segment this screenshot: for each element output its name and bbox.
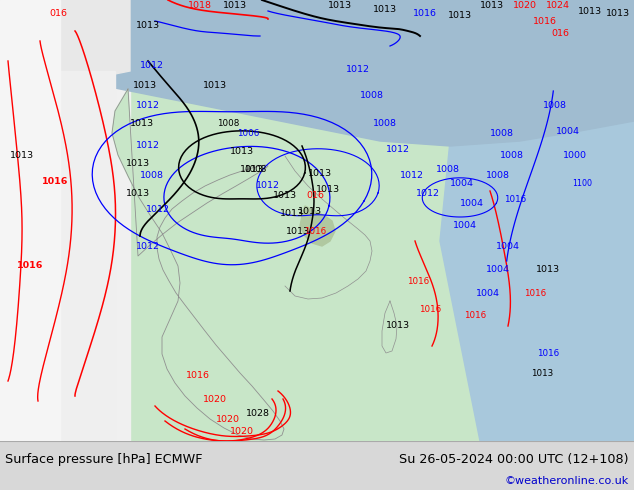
Text: 1013: 1013 xyxy=(448,11,472,21)
Text: 1006: 1006 xyxy=(237,128,259,138)
Text: 1016: 1016 xyxy=(537,348,559,358)
Text: 1016: 1016 xyxy=(504,195,526,203)
Polygon shape xyxy=(285,156,372,299)
Text: 1004: 1004 xyxy=(476,289,500,297)
Text: 1020: 1020 xyxy=(230,426,254,436)
Text: 1013: 1013 xyxy=(286,226,310,236)
Polygon shape xyxy=(112,89,284,440)
Bar xyxy=(0,0,60,441)
Text: 1013: 1013 xyxy=(316,185,340,194)
Text: 1013: 1013 xyxy=(126,158,150,168)
Text: 016: 016 xyxy=(306,192,324,200)
Text: 1013: 1013 xyxy=(280,209,304,218)
Text: 1013: 1013 xyxy=(531,368,553,377)
Text: 1016: 1016 xyxy=(413,8,437,18)
Text: 1016: 1016 xyxy=(419,304,441,314)
Text: 1013: 1013 xyxy=(308,169,332,177)
Text: 1008: 1008 xyxy=(543,101,567,111)
Text: 1013: 1013 xyxy=(203,81,227,91)
Bar xyxy=(0,71,115,441)
Polygon shape xyxy=(300,206,335,246)
Text: 1012: 1012 xyxy=(400,172,424,180)
Text: 1013: 1013 xyxy=(298,206,322,216)
Text: 1004: 1004 xyxy=(453,221,477,230)
Text: 1004: 1004 xyxy=(460,198,484,207)
Text: 1016: 1016 xyxy=(17,262,43,270)
Text: 1016: 1016 xyxy=(186,371,210,381)
Text: ©weatheronline.co.uk: ©weatheronline.co.uk xyxy=(505,476,629,486)
Text: 1024: 1024 xyxy=(546,1,570,10)
Text: 016: 016 xyxy=(551,28,569,38)
Bar xyxy=(0,0,130,441)
Text: 1012: 1012 xyxy=(346,65,370,74)
Text: 1013: 1013 xyxy=(578,6,602,16)
Text: 1004: 1004 xyxy=(486,265,510,273)
Text: 1008: 1008 xyxy=(486,172,510,180)
Text: 1008: 1008 xyxy=(500,151,524,161)
Text: 1013: 1013 xyxy=(273,192,297,200)
Text: 1020: 1020 xyxy=(216,415,240,423)
Text: 1028: 1028 xyxy=(246,409,270,417)
Text: 1100: 1100 xyxy=(572,178,592,188)
Text: 1013: 1013 xyxy=(230,147,254,155)
Text: 1013: 1013 xyxy=(606,8,630,18)
Text: 1012: 1012 xyxy=(386,145,410,153)
Text: 1020: 1020 xyxy=(203,394,227,403)
Text: 1012: 1012 xyxy=(146,204,170,214)
Text: 1012: 1012 xyxy=(256,181,280,191)
Text: 1016: 1016 xyxy=(42,176,68,186)
Text: 1008: 1008 xyxy=(373,119,397,127)
Text: 1013: 1013 xyxy=(328,1,352,10)
Text: 1004: 1004 xyxy=(556,126,580,136)
Text: 1008: 1008 xyxy=(244,165,266,173)
Text: 1012: 1012 xyxy=(136,242,160,250)
Text: 1008: 1008 xyxy=(490,128,514,138)
Text: 1013: 1013 xyxy=(536,265,560,273)
Text: 1013: 1013 xyxy=(133,81,157,91)
Text: 1008: 1008 xyxy=(140,172,164,180)
Text: 1013: 1013 xyxy=(130,119,154,127)
Text: 1012: 1012 xyxy=(136,101,160,111)
Text: 1016: 1016 xyxy=(533,17,557,25)
Bar xyxy=(0,0,60,441)
Text: 1016: 1016 xyxy=(304,226,326,236)
Text: 1013: 1013 xyxy=(136,22,160,30)
Text: 1013: 1013 xyxy=(10,151,34,161)
Text: 1000: 1000 xyxy=(563,151,587,161)
Text: 1013: 1013 xyxy=(240,165,264,173)
Text: Surface pressure [hPa] ECMWF: Surface pressure [hPa] ECMWF xyxy=(5,453,203,466)
Text: 016: 016 xyxy=(49,8,67,18)
Polygon shape xyxy=(440,0,634,441)
Text: 1020: 1020 xyxy=(513,1,537,10)
Polygon shape xyxy=(0,0,130,81)
Text: Su 26-05-2024 00:00 UTC (12+108): Su 26-05-2024 00:00 UTC (12+108) xyxy=(399,453,629,466)
Text: 1013: 1013 xyxy=(373,4,397,14)
Text: 1004: 1004 xyxy=(496,242,520,250)
Text: 1013: 1013 xyxy=(126,189,150,197)
Text: 1013: 1013 xyxy=(223,0,247,9)
Text: 1013: 1013 xyxy=(386,321,410,330)
Polygon shape xyxy=(382,301,397,353)
Text: 1013: 1013 xyxy=(480,1,504,10)
Text: 1016: 1016 xyxy=(524,289,546,297)
Text: 1008: 1008 xyxy=(436,165,460,173)
Text: 1016: 1016 xyxy=(407,276,429,286)
Text: 1016: 1016 xyxy=(464,312,486,320)
Text: 1012: 1012 xyxy=(136,142,160,150)
Text: 1018: 1018 xyxy=(188,1,212,10)
Text: 1012: 1012 xyxy=(140,62,164,71)
Text: 1012: 1012 xyxy=(416,189,440,197)
Text: 1008: 1008 xyxy=(217,119,239,127)
Text: 1008: 1008 xyxy=(360,92,384,100)
Polygon shape xyxy=(0,0,634,146)
Text: 1004: 1004 xyxy=(450,178,474,188)
